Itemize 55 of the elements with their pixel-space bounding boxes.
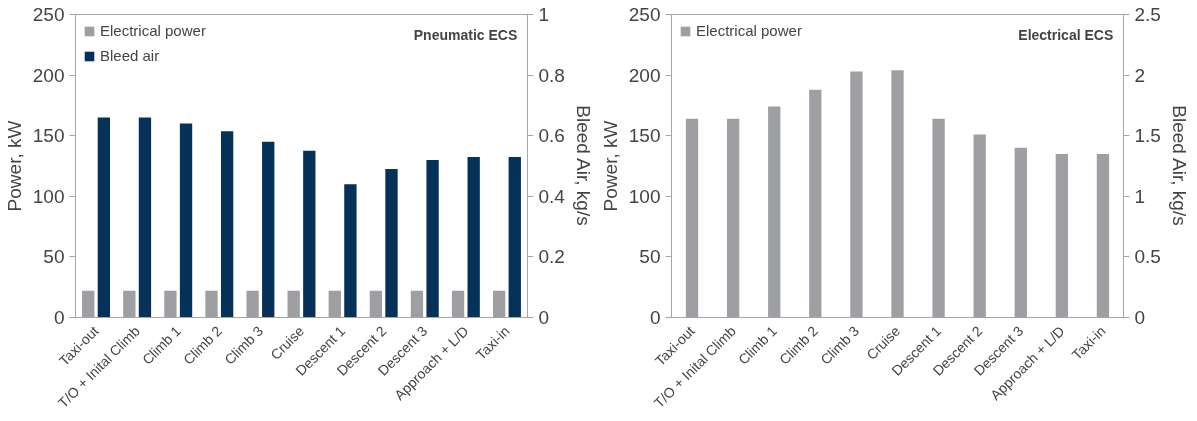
bar (467, 156, 480, 318)
bar (385, 169, 398, 318)
legend-label: Electrical power (100, 22, 206, 39)
bar (973, 134, 986, 318)
bar (1014, 147, 1027, 318)
y-tick-label: 250 (32, 4, 65, 25)
legend-label: Electrical power (696, 22, 802, 39)
bar (850, 71, 863, 318)
bar (809, 89, 822, 318)
y2-tick-label: 0.8 (538, 64, 565, 86)
y-tick-label: 250 (628, 4, 661, 25)
y2-tick-label: 0.4 (538, 185, 566, 207)
y-tick-label: 50 (639, 246, 661, 268)
bar (508, 156, 521, 318)
y-tick-label: 50 (43, 246, 65, 268)
y-tick-label: 0 (53, 307, 65, 328)
y-tick-label: 200 (32, 64, 65, 86)
y-tick-label: 150 (32, 125, 65, 147)
y2-tick-label: 2 (1134, 64, 1146, 86)
y-axis-title: Power, kW (3, 120, 25, 212)
y-tick-label: 100 (628, 185, 661, 207)
bar (726, 118, 740, 318)
y-tick-label: 200 (628, 64, 661, 86)
y-tick-label: 150 (628, 125, 661, 147)
bar (220, 131, 234, 318)
y2-tick-label: 1.5 (1134, 125, 1161, 147)
y2-axis-title: Bleed Air, kg/s (1168, 105, 1190, 226)
text: Electrical ECS (1018, 26, 1114, 43)
y2-tick-label: 1 (1134, 185, 1146, 207)
bar (138, 117, 152, 318)
y2-tick-label: 0.6 (538, 125, 565, 147)
y2-axis-title: Bleed Air, kg/s (572, 105, 594, 226)
bar (344, 184, 357, 318)
bar (685, 118, 699, 318)
y2-tick-label: 1 (538, 4, 550, 25)
y2-tick-label: 0 (538, 307, 550, 328)
bar (1055, 153, 1069, 318)
bar (97, 117, 111, 318)
y-tick-label: 0 (649, 307, 661, 328)
bar (426, 159, 439, 318)
y2-tick-label: 0.2 (538, 246, 565, 268)
y-tick-label: 100 (32, 185, 65, 207)
y2-tick-label: 2.5 (1134, 4, 1161, 25)
y-axis-title: Power, kW (599, 120, 621, 212)
bar (768, 106, 781, 318)
bar (1096, 153, 1110, 318)
y2-tick-label: 0 (1134, 307, 1146, 328)
bar (262, 141, 275, 318)
bar (891, 70, 904, 318)
bar (932, 118, 945, 318)
y2-tick-label: 0.5 (1134, 246, 1161, 268)
bar (179, 123, 193, 318)
bar (303, 150, 316, 318)
legend-label: Bleed air (100, 47, 160, 64)
text: Pneumatic ECS (413, 26, 518, 43)
